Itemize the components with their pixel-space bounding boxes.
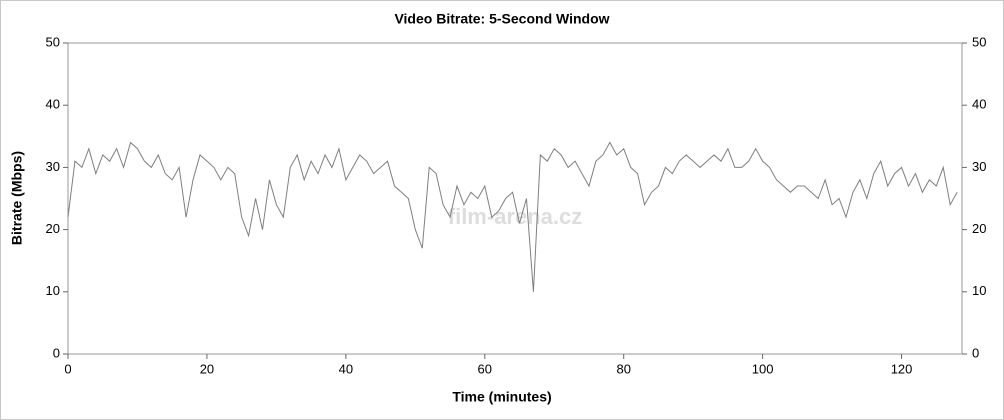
watermark: film-arena.cz [448, 204, 583, 229]
y-axis-label: Bitrate (Mbps) [9, 151, 25, 245]
y-tick-label: 50 [46, 34, 60, 49]
y2-tick-label: 10 [972, 283, 986, 298]
y2-tick-label: 30 [972, 159, 986, 174]
y2-tick-label: 20 [972, 221, 986, 236]
y2-tick-label: 40 [972, 97, 986, 112]
x-tick-label: 20 [200, 361, 214, 376]
x-tick-label: 60 [478, 361, 492, 376]
x-tick-label: 100 [752, 361, 774, 376]
y-tick-label: 40 [46, 97, 60, 112]
x-tick-label: 80 [616, 361, 630, 376]
data-line [67, 141, 958, 292]
x-axis-label: Time (minutes) [452, 389, 551, 405]
y2-tick-label: 50 [972, 34, 986, 49]
y2-tick-label: 0 [972, 345, 979, 360]
plot-area [67, 42, 963, 355]
y-tick-label: 30 [46, 159, 60, 174]
y-tick-label: 20 [46, 221, 60, 236]
y-tick-label: 10 [46, 283, 60, 298]
x-tick-label: 0 [64, 361, 71, 376]
y-tick-label: 0 [53, 345, 60, 360]
x-tick-label: 120 [891, 361, 913, 376]
chart-title: Video Bitrate: 5-Second Window [394, 11, 609, 27]
x-tick-label: 40 [339, 361, 353, 376]
